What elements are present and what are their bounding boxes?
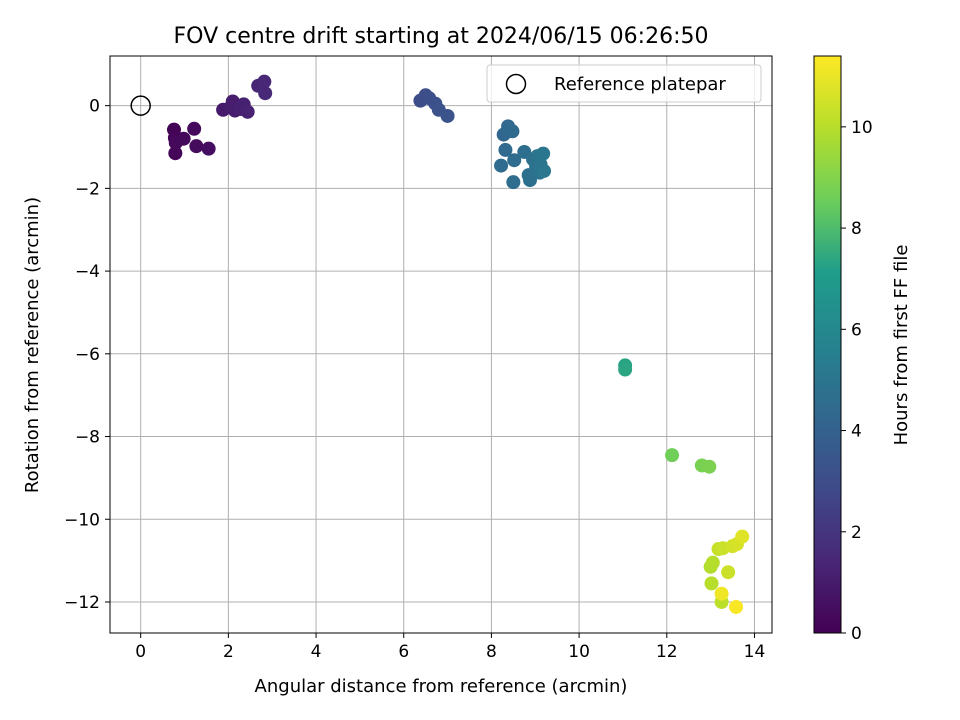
data-point xyxy=(665,448,680,463)
y-tick-label: −4 xyxy=(75,262,100,282)
data-point xyxy=(498,142,513,157)
y-tick-label: −8 xyxy=(75,428,100,448)
colorbar-tick-label: 4 xyxy=(851,422,862,442)
data-point xyxy=(618,362,633,377)
legend-label: Reference platepar xyxy=(554,74,726,95)
colorbar: 0 2 4 6 8 10 Hours from first FF file xyxy=(813,55,912,644)
colorbar-tick-label: 8 xyxy=(851,219,862,239)
data-point xyxy=(702,459,717,474)
x-tick-label: 6 xyxy=(398,642,409,662)
plot-frame xyxy=(109,55,773,634)
data-point xyxy=(440,108,455,123)
x-tick-label: 8 xyxy=(486,642,497,662)
data-point xyxy=(187,121,202,136)
x-tick-label: 14 xyxy=(744,642,766,662)
y-tick-label: −2 xyxy=(75,179,100,199)
data-point xyxy=(705,555,720,570)
colorbar-label: Hours from first FF file xyxy=(891,245,912,446)
data-point xyxy=(522,173,537,188)
x-tick-label: 10 xyxy=(568,642,590,662)
data-point xyxy=(721,565,736,580)
data-point xyxy=(506,175,521,190)
data-point xyxy=(505,124,520,139)
data-point xyxy=(240,104,255,119)
legend-box xyxy=(486,64,762,103)
colorbar-ticks: 0 2 4 6 8 10 xyxy=(841,118,873,644)
y-tick-label: 0 xyxy=(89,97,100,117)
data-point xyxy=(176,131,191,146)
y-tick-label: −6 xyxy=(75,345,100,365)
data-point xyxy=(729,599,744,614)
x-tick-label: 12 xyxy=(656,642,678,662)
data-point xyxy=(704,576,719,591)
legend: Reference platepar xyxy=(486,64,762,103)
colorbar-tick-label: 6 xyxy=(851,320,862,340)
data-point xyxy=(507,153,522,168)
data-point xyxy=(714,586,729,601)
y-tick-label: −12 xyxy=(64,593,100,613)
y-axis-label: Rotation from reference (arcmin) xyxy=(22,197,43,493)
data-point xyxy=(257,74,272,89)
data-point xyxy=(258,86,273,101)
data-point xyxy=(189,139,204,154)
data-point xyxy=(168,146,183,161)
legend-reference-marker xyxy=(505,73,527,95)
x-axis-label: Angular distance from reference (arcmin) xyxy=(255,676,628,697)
x-tick-label: 0 xyxy=(135,642,146,662)
data-point xyxy=(536,146,551,161)
x-tick-label: 4 xyxy=(311,642,322,662)
colorbar-tick-label: 2 xyxy=(851,523,862,543)
colorbar-tick-label: 10 xyxy=(851,118,873,138)
data-point xyxy=(201,141,216,156)
data-point xyxy=(494,158,509,173)
axis-ticks: 0 2 4 6 8 10 12 14 0 −2 −4 −6 −8 −10 −12 xyxy=(64,97,765,662)
reference-point-marker xyxy=(130,95,151,116)
data-point xyxy=(735,529,750,544)
chart-title: FOV centre drift starting at 2024/06/15 … xyxy=(174,24,709,49)
data-point xyxy=(537,163,552,178)
colorbar-tick-label: 0 xyxy=(851,624,862,644)
y-tick-label: −10 xyxy=(64,510,100,530)
data-points xyxy=(130,74,750,614)
x-tick-label: 2 xyxy=(223,642,234,662)
colorbar-gradient xyxy=(813,55,842,634)
